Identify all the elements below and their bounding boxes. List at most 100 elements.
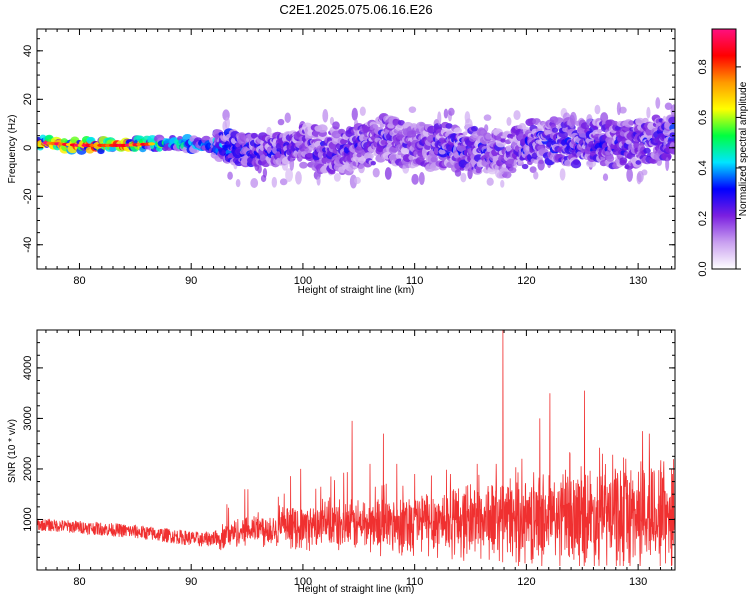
- heatmap-cell: [419, 122, 425, 127]
- heatmap-cell: [475, 168, 482, 174]
- snr-x-tick-label: 100: [294, 576, 312, 588]
- heatmap-cell: [447, 107, 455, 116]
- heatmap-cell: [445, 123, 453, 129]
- heatmap-cell: [668, 116, 675, 125]
- colorbar-tick-label: 0.4: [697, 160, 709, 175]
- heatmap-cells: [37, 97, 675, 189]
- heatmap-cell: [656, 158, 663, 166]
- heatmap-cell: [329, 169, 336, 175]
- snr-x-axis-label: Height of straight line (km): [298, 584, 415, 595]
- heatmap-cell: [266, 126, 272, 136]
- snr-x-tick-label: 120: [517, 576, 535, 588]
- heatmap-cell: [612, 120, 619, 126]
- heatmap-cell: [521, 163, 529, 170]
- spectrogram-x-tick-label: 110: [406, 275, 424, 287]
- heatmap-cell: [628, 120, 635, 126]
- spectrogram-x-ticks: 80 90 100 110 120 130: [45, 29, 673, 287]
- heatmap-cell: [235, 179, 241, 188]
- heatmap-cell: [285, 168, 294, 183]
- heatmap-cell: [533, 171, 539, 180]
- spectrogram-x-axis-label: Height of straight line (km): [298, 285, 415, 296]
- heatmap-cell: [551, 127, 559, 133]
- snr-x-tick-label: 110: [406, 576, 424, 588]
- heatmap-cell: [665, 157, 670, 172]
- heatmap-cell: [502, 171, 512, 179]
- heatmap-cell: [279, 178, 288, 186]
- snr-y-tick-label: 1000: [22, 507, 34, 531]
- heatmap-cell: [596, 128, 603, 134]
- heatmap-cell: [635, 160, 642, 165]
- heatmap-cell: [655, 97, 661, 109]
- heatmap-cell: [626, 168, 633, 182]
- colorbar-tick-label: 0.6: [697, 110, 709, 125]
- heatmap-cell: [443, 108, 449, 119]
- heatmap-cell: [250, 178, 259, 188]
- heatmap-cell: [619, 106, 627, 114]
- spectrogram-frame: [36, 28, 676, 270]
- heatmap-cell: [363, 152, 374, 161]
- heatmap-cell: [537, 159, 545, 171]
- heatmap-cell: [508, 166, 517, 174]
- spectrogram-y-tick-label: 0: [22, 145, 34, 151]
- colorbar-tick-label: 0.0: [697, 261, 709, 276]
- heatmap-cell: [602, 173, 609, 181]
- heatmap-cell: [453, 127, 462, 135]
- heatmap-cell: [438, 148, 446, 155]
- colorbar-tick-label: 0.2: [697, 211, 709, 226]
- spectrogram-y-tick-label: 20: [22, 93, 34, 105]
- heatmap-cell: [484, 124, 489, 133]
- heatmap-cell: [262, 167, 268, 178]
- heatmap-cell: [661, 152, 672, 161]
- snr-y-tick-label: 4000: [22, 356, 34, 380]
- heatmap-cell: [572, 159, 581, 165]
- heatmap-cell: [430, 156, 438, 163]
- heatmap-cell: [227, 171, 233, 180]
- heatmap-cell: [641, 169, 648, 176]
- colorbar-label: Normalized spectral amplitude: [738, 81, 749, 216]
- heatmap-cell: [646, 106, 651, 119]
- spectrogram-x-tick-label: 100: [294, 275, 312, 287]
- heatmap-cell: [322, 109, 329, 123]
- heatmap-cell: [619, 159, 627, 166]
- heatmap-cell: [148, 142, 156, 146]
- heatmap-cell: [470, 125, 478, 132]
- heatmap-cell: [559, 168, 566, 181]
- spectrogram-x-tick-label: 120: [517, 275, 535, 287]
- snr-panel: 80 90 100 110 120 130 1000 2000 3000 4000 Height…: [7, 329, 676, 595]
- snr-y-axis-label: SNR (10 * v/v): [7, 419, 18, 483]
- heatmap-cell: [257, 164, 262, 174]
- heatmap-cell: [97, 148, 105, 155]
- figure-title: C2E1.2025.075.06.16.E26: [279, 2, 432, 17]
- heatmap-cell: [614, 125, 621, 131]
- spectrogram-y-tick-label: -40: [22, 237, 34, 253]
- heatmap-cell: [513, 110, 521, 121]
- heatmap-cell: [486, 177, 494, 186]
- spectrogram-panel: 80 90 100 110 120 130 -40 -20 0 20 40 Height of s…: [7, 28, 676, 296]
- heatmap-cell: [317, 124, 328, 133]
- heatmap-cell: [250, 132, 259, 139]
- heatmap-cell: [359, 106, 366, 116]
- heatmap-cell: [483, 114, 492, 121]
- heatmap-cell: [284, 112, 291, 123]
- heatmap-cell: [397, 119, 405, 126]
- heatmap-cell: [670, 104, 675, 117]
- spectrogram-y-ticks: -40 -20 0 20 40: [22, 38, 675, 270]
- heatmap-cell: [454, 169, 462, 177]
- heatmap-cell: [376, 145, 385, 153]
- heatmap-cell: [299, 161, 308, 169]
- heatmap-cell: [340, 138, 348, 145]
- snr-x-tick-label: 90: [185, 576, 197, 588]
- heatmap-cell: [289, 156, 295, 171]
- heatmap-cell: [332, 121, 340, 130]
- heatmap-cell: [642, 117, 649, 124]
- heatmap-cell: [224, 117, 230, 130]
- heatmap-cell: [395, 124, 405, 132]
- snr-y-ticks: 1000 2000 3000 4000: [22, 329, 675, 571]
- heatmap-cell: [500, 138, 506, 143]
- heatmap-cell: [569, 111, 577, 126]
- spectrogram-y-axis-label: Frequency (Hz): [7, 115, 18, 184]
- heatmap-cell: [643, 147, 651, 154]
- heatmap-cell: [372, 167, 380, 178]
- heatmap-cell: [500, 179, 505, 188]
